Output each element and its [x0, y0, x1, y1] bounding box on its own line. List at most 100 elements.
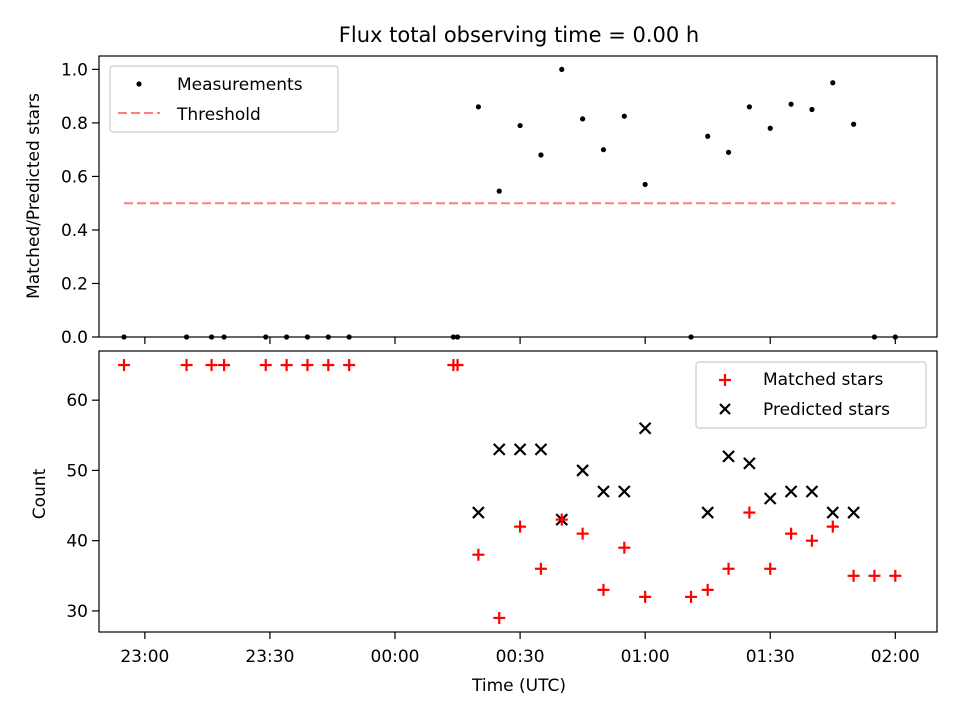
matched-star-point: [493, 611, 506, 624]
matched-star-point: [472, 548, 485, 561]
measurement-point: [454, 334, 461, 340]
predicted-star-point: [743, 457, 756, 470]
top-ytick-label: 0.2: [61, 274, 88, 294]
matched-star-point: [743, 506, 756, 519]
matched-star-point: [722, 562, 735, 575]
legend-threshold-label: Threshold: [176, 105, 261, 125]
x-axis-label: Time (UTC): [471, 676, 566, 696]
matched-star-point: [785, 527, 798, 540]
measurement-point: [325, 334, 331, 340]
measurement-point: [580, 116, 586, 122]
matched-star-point: [805, 534, 818, 547]
bottom-legend-box: [695, 361, 927, 429]
measurement-point: [788, 101, 794, 107]
bottom-xtick-label: 00:30: [496, 647, 545, 667]
measurement-point: [559, 66, 565, 72]
predicted-star-point: [847, 506, 860, 519]
top-y-axis-label: Matched/Predicted stars: [24, 93, 44, 299]
bottom-marks: [118, 359, 902, 624]
matched-star-point: [218, 359, 231, 372]
bottom-axes-frame: [98, 350, 938, 633]
predicted-star-point: [492, 443, 506, 456]
chart-title: Flux total observing time = 0.00 h: [339, 23, 699, 47]
legend-measurements-label: Measurements: [177, 75, 303, 95]
bottom-xtick-label: 01:30: [746, 647, 795, 667]
matched-star-point: [868, 569, 881, 582]
predicted-star-point: [763, 492, 777, 505]
measurement-point: [851, 121, 857, 127]
matched-star-point: [555, 513, 568, 526]
matched-star-point: [597, 583, 610, 596]
matched-star-point: [259, 359, 272, 372]
top-x-ticks: [144, 337, 896, 344]
top-ytick-label: 0.6: [61, 167, 88, 187]
matched-star-point: [576, 527, 589, 540]
legend-predicted-marker: [719, 403, 731, 415]
matched-star-point: [205, 359, 218, 372]
measurement-point: [263, 334, 269, 340]
measurement-point: [496, 188, 502, 194]
bottom-ytick-label: 50: [66, 461, 88, 481]
measurement-point: [475, 104, 481, 110]
matched-star-point: [180, 359, 193, 372]
predicted-star-point: [701, 506, 714, 519]
measurement-point: [892, 334, 898, 340]
top-ytick-label: 0.0: [61, 328, 88, 348]
bottom-x-ticks: 23:00 23:30 00:00 00:30 01:00 01:30 02:00: [120, 632, 920, 667]
bottom-xtick-label: 23:00: [120, 647, 169, 667]
measurement-point: [871, 334, 878, 340]
predicted-star-point: [784, 485, 798, 498]
bottom-xtick-label: 01:00: [621, 647, 670, 667]
bottom-y-axis-label: Count: [30, 468, 50, 519]
measurement-point: [725, 149, 732, 155]
measurement-point: [809, 106, 815, 113]
matched-star-point: [889, 569, 902, 582]
predicted-star-point: [722, 450, 735, 463]
measurement-point: [121, 334, 127, 340]
predicted-star-point: [472, 506, 485, 519]
bottom-xtick-label: 23:30: [245, 647, 294, 667]
top-axes-frame: [98, 55, 938, 338]
matched-star-point: [514, 520, 527, 533]
matched-star-point: [685, 590, 698, 603]
measurement-point: [346, 334, 352, 340]
measurement-point: [284, 334, 290, 340]
bottom-panel: 30 40 50 60 23:00 23:30 00:00 00:30 01:00 01:30 0…: [30, 350, 938, 696]
matched-star-point: [764, 562, 777, 575]
legend-matched-marker: [719, 374, 731, 386]
matched-star-point: [118, 359, 131, 372]
predicted-star-point: [513, 443, 527, 456]
measurement-point: [830, 80, 836, 86]
matched-star-point: [534, 562, 547, 575]
legend-measurements-marker: [136, 81, 142, 87]
top-ytick-label: 0.8: [61, 114, 88, 134]
measurement-point: [688, 334, 694, 340]
top-legend: Measurements Threshold: [109, 65, 339, 133]
measurement-point: [221, 334, 227, 340]
top-panel: 0.0 0.2 0.4 0.6 0.8 1.0 Matched/Predicted sta…: [24, 55, 938, 348]
top-marks: [121, 66, 898, 340]
bottom-y-ticks: 30 40 50 60: [66, 391, 99, 622]
predicted-star-point: [638, 421, 652, 435]
measurement-point: [642, 181, 648, 188]
measurement-point: [517, 122, 523, 129]
top-ytick-label: 0.4: [61, 221, 88, 241]
top-y-ticks: 0.0 0.2 0.4 0.6 0.8 1.0: [61, 60, 99, 348]
measurement-point: [600, 147, 607, 153]
legend-predicted-label: Predicted stars: [763, 400, 890, 420]
matched-star-point: [301, 359, 314, 372]
matched-star-point: [451, 359, 464, 372]
matched-star-point: [322, 359, 335, 372]
measurement-point: [183, 334, 190, 340]
measurement-point: [705, 133, 711, 139]
matched-star-point: [826, 520, 839, 533]
predicted-star-point: [534, 443, 548, 456]
bottom-ytick-label: 40: [66, 532, 88, 552]
measurement-point: [767, 125, 773, 131]
predicted-star-point: [597, 485, 610, 498]
predicted-star-point: [618, 485, 631, 498]
measurement-point: [538, 152, 544, 158]
measurement-point: [450, 334, 456, 340]
measurement-point: [208, 334, 215, 340]
